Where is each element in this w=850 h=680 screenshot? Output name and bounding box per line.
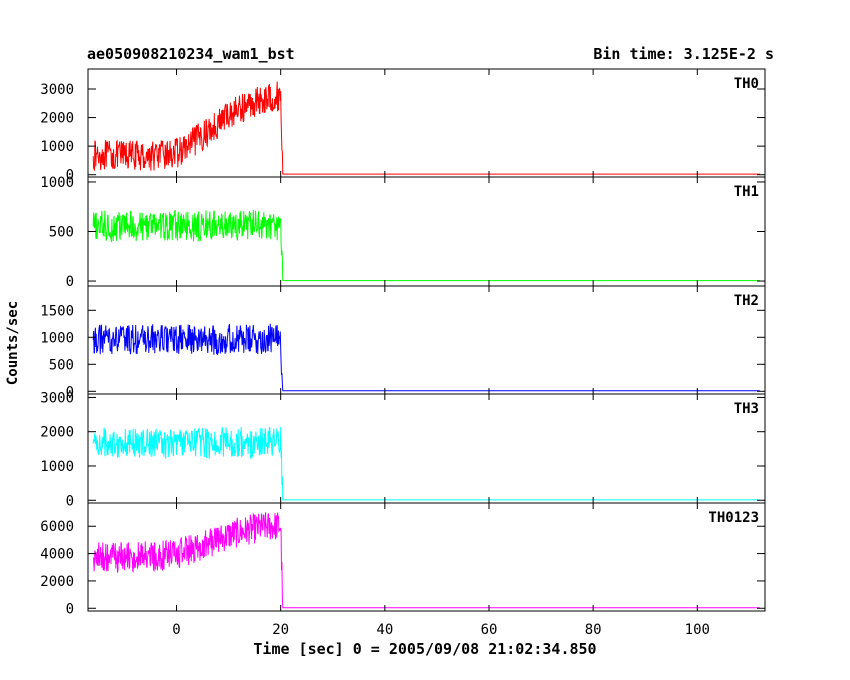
panel-label-th3: TH3: [734, 401, 759, 417]
panel-th1: 0 500 1000 TH1: [40, 175, 766, 290]
y-tick-label-th1-0: 0: [66, 274, 74, 290]
panel-label-th2: TH2: [734, 293, 759, 309]
y-tick-label-th2-1000: 1000: [40, 330, 74, 346]
x-tick-label-0: 0: [172, 622, 180, 638]
y-tick-label-th3-3000: 3000: [40, 390, 74, 406]
series-line-th0: [92, 81, 760, 175]
panel-th0: 0 1000 2000 3000 TH0: [40, 68, 766, 184]
y-tick-label-th0-0: 0: [66, 168, 74, 184]
series-line-th1: [92, 209, 760, 282]
y-axis-label: Counts/sec: [5, 301, 21, 385]
y-tick-label-th0-3000: 3000: [40, 82, 74, 98]
y-tick-label-th1-1000: 1000: [40, 175, 74, 191]
y-tick-label-th0123-4000: 4000: [40, 547, 74, 563]
x-tick-label-60: 60: [481, 622, 498, 638]
x-tick-label-40: 40: [376, 622, 393, 638]
y-tick-label-th2-0: 0: [66, 384, 74, 400]
y-tick-label-th3-0: 0: [66, 493, 74, 509]
x-tick-label-80: 80: [585, 622, 602, 638]
x-axis-label: Time [sec] 0 = 2005/09/08 21:02:34.850: [253, 640, 596, 658]
y-tick-label-th3-1000: 1000: [40, 459, 74, 475]
panel-label-th1: TH1: [734, 184, 759, 200]
series-line-th2: [92, 323, 760, 392]
panel-label-th0: TH0: [734, 76, 759, 92]
chart-title: ae050908210234_wam1_bst: [87, 45, 295, 63]
y-tick-label-th0123-2000: 2000: [40, 574, 74, 590]
y-tick-label-th2-1500: 1500: [40, 303, 74, 319]
series-line-th3: [92, 426, 760, 501]
series-line-th0123: [92, 512, 760, 609]
panel-th3: 0 1000 2000 3000 TH3: [40, 390, 766, 509]
x-tick-label-100: 100: [685, 622, 710, 638]
panel-label-th0123: TH0123: [708, 510, 759, 526]
y-tick-label-th0123-0: 0: [66, 601, 74, 617]
y-tick-label-th3-2000: 2000: [40, 425, 74, 441]
y-tick-label-th0-1000: 1000: [40, 139, 74, 155]
panel-th0123: 0 2000 4000 6000 TH0123: [40, 502, 766, 617]
panel-frame-th3: [87, 393, 766, 504]
x-tick-label-20: 20: [272, 622, 289, 638]
y-tick-label-th0123-6000: 6000: [40, 519, 74, 535]
panel-th2: 0 500 1000 1500 TH2: [40, 285, 766, 400]
panel-frame-th0: [87, 68, 766, 178]
y-tick-label-th1-500: 500: [49, 225, 74, 241]
y-tick-label-th2-500: 500: [49, 357, 74, 373]
y-tick-label-th0-2000: 2000: [40, 111, 74, 127]
bin-time-label: Bin time: 3.125E-2 s: [593, 45, 774, 63]
panel-frame-th0123: [87, 502, 766, 612]
